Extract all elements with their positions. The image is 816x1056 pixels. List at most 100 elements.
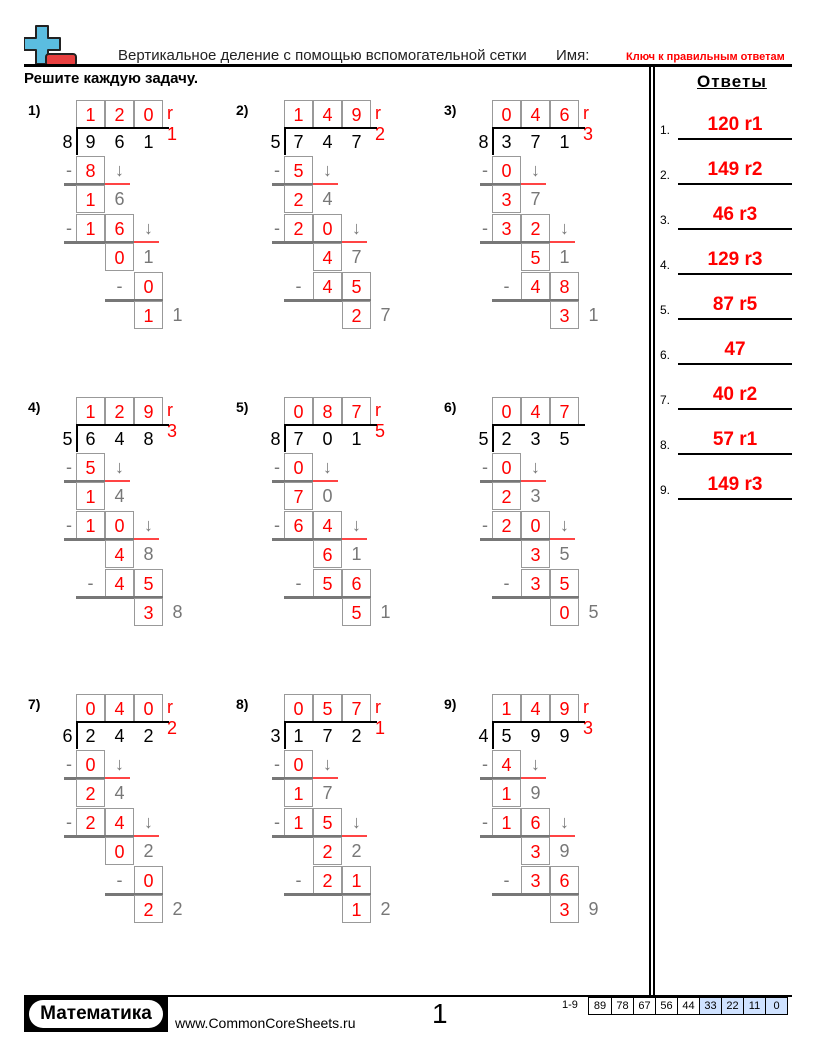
minus-sign: - bbox=[66, 160, 72, 180]
product-digit: 2 bbox=[313, 866, 342, 894]
quotient-digit: 9 bbox=[342, 100, 371, 128]
product-digit: 0 bbox=[76, 750, 105, 778]
division-bar bbox=[492, 127, 585, 129]
difference-digit: 4 bbox=[105, 540, 134, 568]
product-digit: 0 bbox=[284, 453, 313, 481]
division-bar bbox=[76, 721, 169, 723]
bring-down-line bbox=[134, 538, 159, 540]
product-digit: 1 bbox=[492, 808, 521, 836]
subtraction-line bbox=[64, 480, 105, 483]
dividend-digit: 7 bbox=[322, 726, 333, 746]
quotient-digit: 4 bbox=[521, 100, 550, 128]
difference-digit: 2 bbox=[492, 482, 521, 510]
difference-digit: 1 bbox=[76, 482, 105, 510]
answer-value: 57 r1 bbox=[712, 429, 758, 450]
quotient-digit: 1 bbox=[492, 694, 521, 722]
problem-number: 4) bbox=[28, 399, 41, 415]
brought-down-digit: 4 bbox=[114, 783, 125, 803]
division-bracket bbox=[76, 722, 78, 749]
score-cell: 89 bbox=[593, 1000, 607, 1012]
divisor: 8 bbox=[62, 132, 73, 152]
header-divider bbox=[24, 64, 792, 67]
subtraction-line bbox=[76, 596, 163, 599]
brought-down-digit: 8 bbox=[143, 544, 154, 564]
remainder-digit: 2 bbox=[342, 301, 371, 329]
minus-sign: - bbox=[274, 218, 280, 238]
bring-down-arrow: ↓ bbox=[560, 218, 569, 238]
quotient-digit: 1 bbox=[76, 397, 105, 425]
dividend-digit: 7 bbox=[293, 429, 304, 449]
answer-number: 5. bbox=[660, 303, 671, 317]
divisor: 6 bbox=[62, 726, 73, 746]
brought-down-digit: 6 bbox=[114, 189, 125, 209]
remainder-label: r 2 bbox=[167, 697, 178, 738]
brought-down-digit: 1 bbox=[559, 247, 570, 267]
quotient-digit: 0 bbox=[492, 397, 521, 425]
score-cell: 56 bbox=[655, 998, 677, 1014]
brought-down-digit: 7 bbox=[530, 189, 541, 209]
dividend-digit: 1 bbox=[143, 132, 154, 152]
quotient-digit: 7 bbox=[342, 694, 371, 722]
product-digit: 3 bbox=[492, 214, 521, 242]
answer-number: 9. bbox=[660, 483, 671, 497]
quotient-digit: 4 bbox=[105, 694, 134, 722]
minus-sign: - bbox=[503, 276, 510, 296]
product-digit: 4 bbox=[313, 511, 342, 539]
answer-value: 40 r2 bbox=[712, 384, 758, 405]
bring-down-line bbox=[550, 835, 575, 837]
division-bracket bbox=[492, 722, 494, 749]
dividend-digit: 8 bbox=[143, 429, 154, 449]
difference-digit: 2 bbox=[313, 837, 342, 865]
problem-number: 9) bbox=[444, 696, 457, 712]
answer-value: 120 r1 bbox=[707, 114, 763, 135]
remainder-digit: 1 bbox=[342, 895, 371, 923]
division-bracket bbox=[284, 128, 286, 155]
minus-sign: - bbox=[503, 573, 510, 593]
answers-title: Ответы bbox=[697, 72, 767, 91]
minus-sign: - bbox=[295, 276, 302, 296]
bring-down-line bbox=[313, 480, 338, 482]
division-bar bbox=[76, 127, 169, 129]
subtraction-line bbox=[64, 835, 134, 838]
division-bar bbox=[76, 424, 169, 426]
subtraction-line bbox=[480, 241, 550, 244]
subtraction-line bbox=[272, 480, 313, 483]
dividend-digit: 9 bbox=[559, 726, 570, 746]
product-digit: 5 bbox=[134, 569, 163, 597]
score-range-label: 1-9 bbox=[562, 999, 578, 1011]
minus-sign: - bbox=[295, 573, 302, 593]
problem-number: 5) bbox=[236, 399, 249, 415]
dividend-digit: 9 bbox=[530, 726, 541, 746]
quotient-digit: 4 bbox=[313, 100, 342, 128]
page-number: 1 bbox=[432, 998, 448, 1029]
product-digit: 4 bbox=[105, 569, 134, 597]
remainder-digit: 3 bbox=[134, 598, 163, 626]
minus-sign: - bbox=[503, 870, 510, 890]
dividend-digit: 9 bbox=[85, 132, 96, 152]
remainder-label: r 3 bbox=[583, 697, 594, 738]
answer-key-label: Ключ к правильным ответам bbox=[626, 51, 785, 63]
brought-down-digit: 2 bbox=[143, 841, 154, 861]
minus-sign: - bbox=[482, 218, 488, 238]
answer-number: 8. bbox=[660, 438, 671, 452]
bring-down-line bbox=[342, 835, 367, 837]
problem-number: 1) bbox=[28, 102, 41, 118]
dividend-digit: 6 bbox=[114, 132, 125, 152]
dividend-digit: 1 bbox=[293, 726, 304, 746]
brought-down-digit: 5 bbox=[559, 544, 570, 564]
remainder-label: r 5 bbox=[375, 400, 386, 441]
brought-down-digit: 2 bbox=[351, 841, 362, 861]
minus-sign: - bbox=[87, 573, 94, 593]
division-bracket bbox=[76, 128, 78, 155]
dividend-digit: 6 bbox=[85, 429, 96, 449]
score-table: 89 78 67 56 44 33 22 11 0 bbox=[588, 997, 788, 1015]
quotient-digit: 2 bbox=[105, 397, 134, 425]
subtraction-line bbox=[284, 893, 371, 896]
answer-value: 149 r2 bbox=[707, 159, 763, 180]
answer-number: 4. bbox=[660, 258, 671, 272]
remainder-digit: 3 bbox=[550, 301, 579, 329]
minus-sign: - bbox=[116, 276, 123, 296]
division-bracket bbox=[492, 425, 494, 452]
subtraction-line bbox=[64, 777, 105, 780]
remainder-digit: 1 bbox=[134, 301, 163, 329]
